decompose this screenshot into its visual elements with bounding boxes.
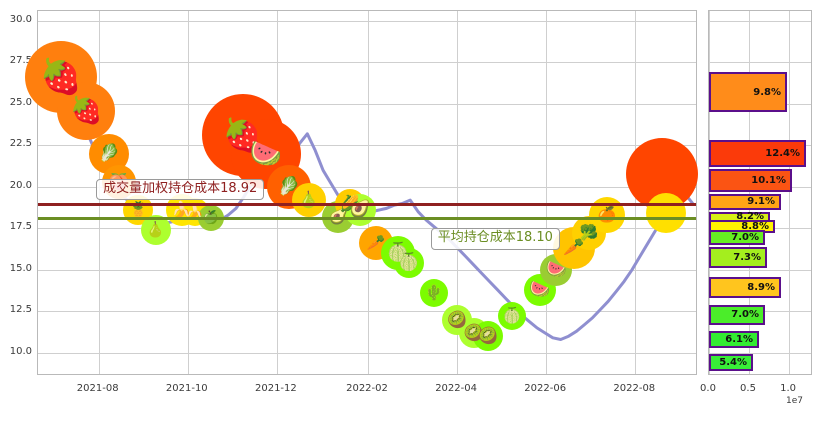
gridline-v-4	[457, 11, 459, 374]
vol-gridline-h-1	[709, 62, 811, 64]
x-tick-6: 2022-08	[613, 383, 656, 394]
gridline-h-6	[38, 269, 696, 271]
volume-bar-0: 9.8%	[709, 72, 787, 113]
y-tick-1: 27.5	[9, 55, 32, 67]
volume-bar-9: 7.0%	[709, 304, 765, 325]
y-tick-6: 15.0	[9, 262, 32, 274]
vol-gridline-h-8	[709, 352, 811, 354]
vol-gridline-v-1	[749, 11, 750, 374]
y-tick-4: 20.0	[9, 179, 32, 191]
x-tick-1: 2021-10	[165, 383, 208, 394]
vol-x-tick-0: 0.0	[700, 383, 716, 394]
y-tick-3: 22.5	[9, 138, 32, 150]
volume-bar-7: 7.3%	[709, 246, 767, 269]
volume-bar-1: 12.4%	[709, 140, 806, 167]
y-tick-0: 30.0	[9, 14, 32, 25]
volume-plot-area: 9.8% 12.4% 10.1% 9.1% 8.2% 8.8% 7.0% 7.3% 8.9% 7.…	[708, 10, 812, 375]
x-tick-2: 2021-12	[254, 383, 297, 394]
volume-bar-3: 9.1%	[709, 193, 781, 211]
volume-bars: 9.8% 12.4% 10.1% 9.1% 8.2% 8.8% 7.0% 7.3% 8.9% 7.…	[709, 11, 813, 376]
vol-gridline-h-0	[709, 21, 811, 22]
gridline-v-5	[546, 11, 548, 374]
volume-bar-8: 8.9%	[709, 276, 781, 299]
volume-bar-2: 10.1%	[709, 168, 792, 192]
x-tick-0: 2021-08	[76, 383, 119, 394]
gridline-v-3	[368, 11, 369, 374]
gridline-h-1	[38, 62, 696, 64]
volume-bar-11: 5.4%	[709, 354, 753, 371]
vol-gridline-v-0	[709, 11, 710, 374]
price-plot-area: 🍓🍓🥬🍑🍍🍐🍌🍌🍏🍓🍉🥬🍐🥑🌽🥑🥕🍈🍈🌵🥝🥝🥝🍈🍉🍉🥕🥦🍊 成交量加权持仓成本1…	[25, 10, 698, 376]
gridline-h-3	[38, 145, 696, 147]
x-tick-4: 2022-04	[435, 383, 477, 394]
y-tick-2: 25.0	[9, 96, 32, 108]
volume-bar-10: 6.1%	[709, 331, 759, 348]
volume-axis-multiplier: 1e7	[786, 396, 803, 406]
gridline-h-0	[38, 21, 696, 22]
y-tick-5: 17.5	[9, 221, 32, 233]
vol-gridline-h-6	[709, 269, 811, 271]
vol-x-tick-1: 0.5	[740, 383, 756, 394]
avg-cost-annotation: 平均持仓成本18.10	[430, 228, 560, 251]
x-tick-3: 2022-02	[346, 383, 388, 394]
volume-bar-6: 7.0%	[709, 230, 765, 245]
x-tick-5: 2022-06	[524, 383, 567, 394]
gridline-h-7	[38, 311, 696, 313]
vol-gridline-v-2	[789, 11, 791, 374]
price-annotations: 成交量加权持仓成本18.92 平均持仓成本18.10	[38, 11, 698, 376]
y-tick-7: 12.5	[9, 304, 32, 316]
vol-x-tick-2: 1.0	[780, 383, 797, 394]
gridline-h-4	[38, 186, 696, 188]
gridline-h-2	[38, 103, 696, 105]
vwap-cost-annotation: 成交量加权持仓成本18.92	[96, 178, 265, 201]
y-tick-8: 10.0	[9, 345, 32, 357]
gridline-h-8	[38, 352, 696, 354]
